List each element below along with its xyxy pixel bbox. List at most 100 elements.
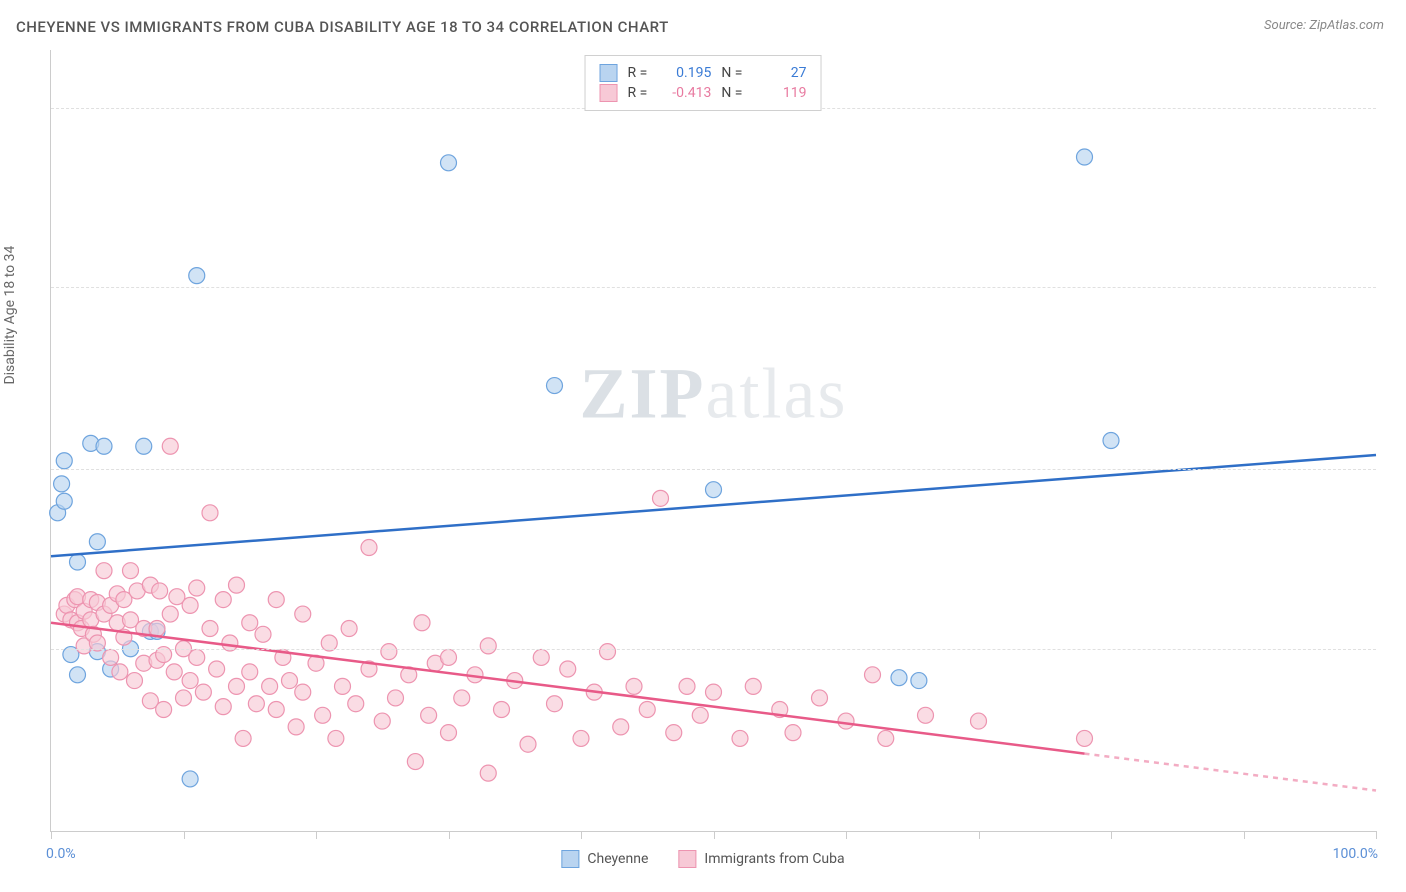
gridline xyxy=(51,469,1376,470)
scatter-point-cuba xyxy=(480,638,496,654)
scatter-point-cuba xyxy=(381,644,397,660)
scatter-point-cuba xyxy=(268,702,284,718)
n-value-cheyenne: 27 xyxy=(756,65,806,81)
plot-area: ZIPatlas 6.3%12.5%18.8%25.0% xyxy=(50,50,1376,832)
scatter-point-cuba xyxy=(348,696,364,712)
r-label: R = xyxy=(628,65,648,81)
stats-legend: R = 0.195 N = 27 R = -0.413 N = 119 xyxy=(585,55,822,111)
scatter-point-cuba xyxy=(209,661,225,677)
scatter-point-cuba xyxy=(639,702,655,718)
plot-svg xyxy=(51,50,1376,831)
scatter-point-cuba xyxy=(600,644,616,660)
scatter-point-cuba xyxy=(812,690,828,706)
scatter-point-cuba xyxy=(229,577,245,593)
scatter-point-cuba xyxy=(262,678,278,694)
scatter-point-cuba xyxy=(152,583,168,599)
y-axis-label: Disability Age 18 to 34 xyxy=(2,246,18,385)
scatter-point-cuba xyxy=(235,730,251,746)
legend-label-cuba: Immigrants from Cuba xyxy=(704,851,844,867)
scatter-point-cuba xyxy=(666,725,682,741)
scatter-point-cuba xyxy=(242,615,258,631)
scatter-point-cuba xyxy=(407,754,423,770)
scatter-point-cuba xyxy=(520,736,536,752)
scatter-point-cuba xyxy=(878,730,894,746)
scatter-point-cheyenne xyxy=(54,476,70,492)
scatter-point-cuba xyxy=(679,678,695,694)
scatter-point-cheyenne xyxy=(891,670,907,686)
scatter-point-cuba xyxy=(202,505,218,521)
x-tick xyxy=(449,831,450,839)
scatter-point-cheyenne xyxy=(89,534,105,550)
scatter-point-cheyenne xyxy=(911,673,927,689)
scatter-point-cuba xyxy=(182,597,198,613)
series-legend: Cheyenne Immigrants from Cuba xyxy=(561,850,844,868)
scatter-point-cuba xyxy=(315,707,331,723)
scatter-point-cuba xyxy=(692,707,708,723)
scatter-point-cuba xyxy=(653,490,669,506)
scatter-point-cuba xyxy=(126,673,142,689)
scatter-point-cheyenne xyxy=(136,438,152,454)
scatter-point-cuba xyxy=(166,664,182,680)
gridline xyxy=(51,649,1376,650)
scatter-point-cheyenne xyxy=(706,482,722,498)
scatter-point-cuba xyxy=(202,621,218,637)
scatter-point-cuba xyxy=(328,730,344,746)
swatch-cuba xyxy=(600,84,618,102)
x-tick xyxy=(581,831,582,839)
scatter-point-cheyenne xyxy=(56,453,72,469)
scatter-point-cuba xyxy=(215,699,231,715)
scatter-point-cuba xyxy=(613,719,629,735)
scatter-point-cuba xyxy=(248,696,264,712)
scatter-point-cheyenne xyxy=(441,155,457,171)
scatter-point-cuba xyxy=(103,649,119,665)
scatter-point-cuba xyxy=(112,664,128,680)
scatter-point-cuba xyxy=(162,606,178,622)
source-attribution: Source: ZipAtlas.com xyxy=(1264,18,1384,33)
scatter-point-cuba xyxy=(441,725,457,741)
x-tick xyxy=(184,831,185,839)
scatter-point-cuba xyxy=(255,626,271,642)
scatter-point-cuba xyxy=(295,684,311,700)
scatter-point-cuba xyxy=(288,719,304,735)
scatter-point-cuba xyxy=(215,592,231,608)
legend-item-cuba: Immigrants from Cuba xyxy=(678,850,844,868)
scatter-point-cuba xyxy=(388,690,404,706)
scatter-point-cuba xyxy=(480,765,496,781)
scatter-point-cuba xyxy=(361,540,377,556)
n-value-cuba: 119 xyxy=(756,85,806,101)
scatter-point-cheyenne xyxy=(189,268,205,284)
x-axis-max: 100.0% xyxy=(1333,846,1378,862)
scatter-point-cuba xyxy=(1077,730,1093,746)
scatter-point-cuba xyxy=(706,684,722,700)
scatter-point-cuba xyxy=(547,696,563,712)
scatter-point-cuba xyxy=(282,673,298,689)
n-label: N = xyxy=(721,65,742,81)
scatter-point-cheyenne xyxy=(56,493,72,509)
scatter-point-cuba xyxy=(838,713,854,729)
r-value-cheyenne: 0.195 xyxy=(661,65,711,81)
scatter-point-cuba xyxy=(123,563,139,579)
scatter-point-cuba xyxy=(189,580,205,596)
scatter-point-cuba xyxy=(414,615,430,631)
scatter-point-cuba xyxy=(918,707,934,723)
scatter-point-cuba xyxy=(745,678,761,694)
scatter-point-cuba xyxy=(454,690,470,706)
x-tick xyxy=(316,831,317,839)
scatter-point-cuba xyxy=(176,690,192,706)
x-axis-min: 0.0% xyxy=(46,846,76,862)
scatter-point-cuba xyxy=(374,713,390,729)
scatter-point-cuba xyxy=(195,684,211,700)
scatter-point-cuba xyxy=(242,664,258,680)
scatter-point-cuba xyxy=(229,678,245,694)
scatter-point-cheyenne xyxy=(70,667,86,683)
scatter-point-cheyenne xyxy=(182,771,198,787)
scatter-point-cuba xyxy=(156,702,172,718)
legend-swatch-cheyenne xyxy=(561,850,579,868)
chart-title: CHEYENNE VS IMMIGRANTS FROM CUBA DISABIL… xyxy=(16,18,669,36)
scatter-point-cuba xyxy=(785,725,801,741)
scatter-point-cheyenne xyxy=(70,554,86,570)
scatter-point-cuba xyxy=(189,649,205,665)
legend-item-cheyenne: Cheyenne xyxy=(561,850,648,868)
r-value-cuba: -0.413 xyxy=(661,85,711,101)
x-tick xyxy=(1111,831,1112,839)
